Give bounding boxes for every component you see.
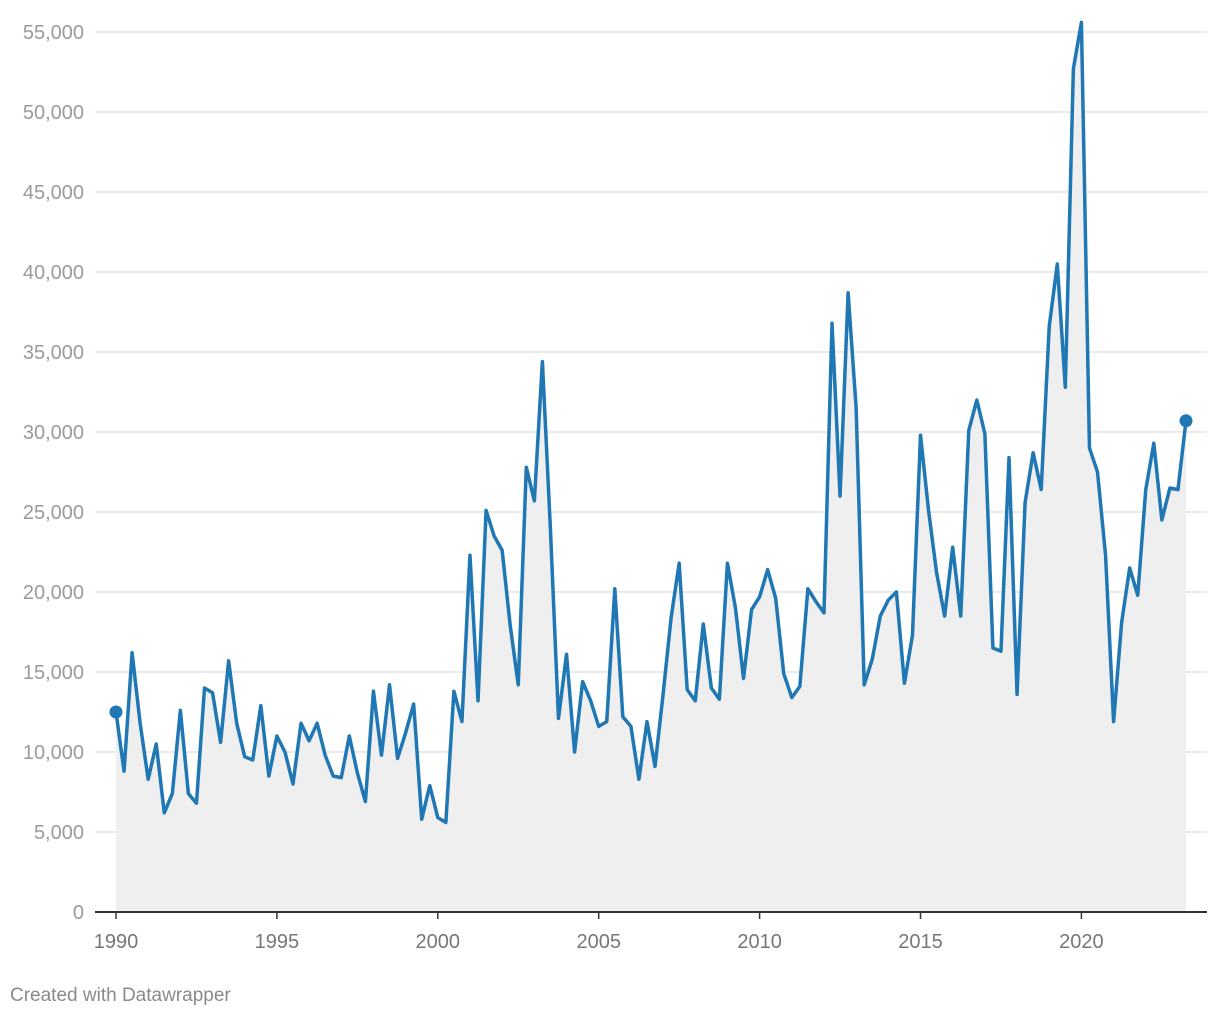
series-points bbox=[109, 414, 1193, 719]
endpoint-marker bbox=[1179, 414, 1193, 428]
endpoint-marker bbox=[109, 705, 123, 719]
x-tick-label: 2000 bbox=[416, 931, 461, 953]
x-tick-label: 1990 bbox=[94, 931, 139, 953]
y-tick-label: 15,000 bbox=[23, 662, 84, 684]
x-axis-tick-labels: 1990 1995 2000 2005 2010 2015 2020 bbox=[94, 931, 1104, 953]
x-tick-label: 2010 bbox=[737, 931, 782, 953]
y-tick-label: 55,000 bbox=[23, 22, 84, 44]
x-tick-label: 2015 bbox=[898, 931, 943, 953]
y-tick-label: 30,000 bbox=[23, 422, 84, 444]
x-tick-label: 1995 bbox=[255, 931, 300, 953]
x-axis-baseline bbox=[95, 911, 1207, 919]
series-line bbox=[114, 20, 1188, 825]
y-tick-label: 10,000 bbox=[23, 742, 84, 764]
y-tick-label: 5,000 bbox=[34, 822, 84, 844]
line-chart: 0 5,000 10,000 15,000 20,000 25,000 30,000 35,0… bbox=[23, 20, 1207, 953]
x-tick-label: 2005 bbox=[576, 931, 621, 953]
y-axis-tick-labels: 0 5,000 10,000 15,000 20,000 25,000 30,000 35,0… bbox=[23, 22, 84, 924]
y-tick-label: 20,000 bbox=[23, 582, 84, 604]
y-tick-label: 0 bbox=[73, 902, 84, 924]
x-tick-label: 2020 bbox=[1059, 931, 1104, 953]
footer-credit: Created with Datawrapper bbox=[10, 985, 231, 1006]
y-tick-label: 50,000 bbox=[23, 102, 84, 124]
y-tick-label: 40,000 bbox=[23, 262, 84, 284]
area-fill bbox=[116, 22, 1186, 912]
y-tick-label: 35,000 bbox=[23, 342, 84, 364]
y-tick-label: 25,000 bbox=[23, 502, 84, 524]
y-tick-label: 45,000 bbox=[23, 182, 84, 204]
